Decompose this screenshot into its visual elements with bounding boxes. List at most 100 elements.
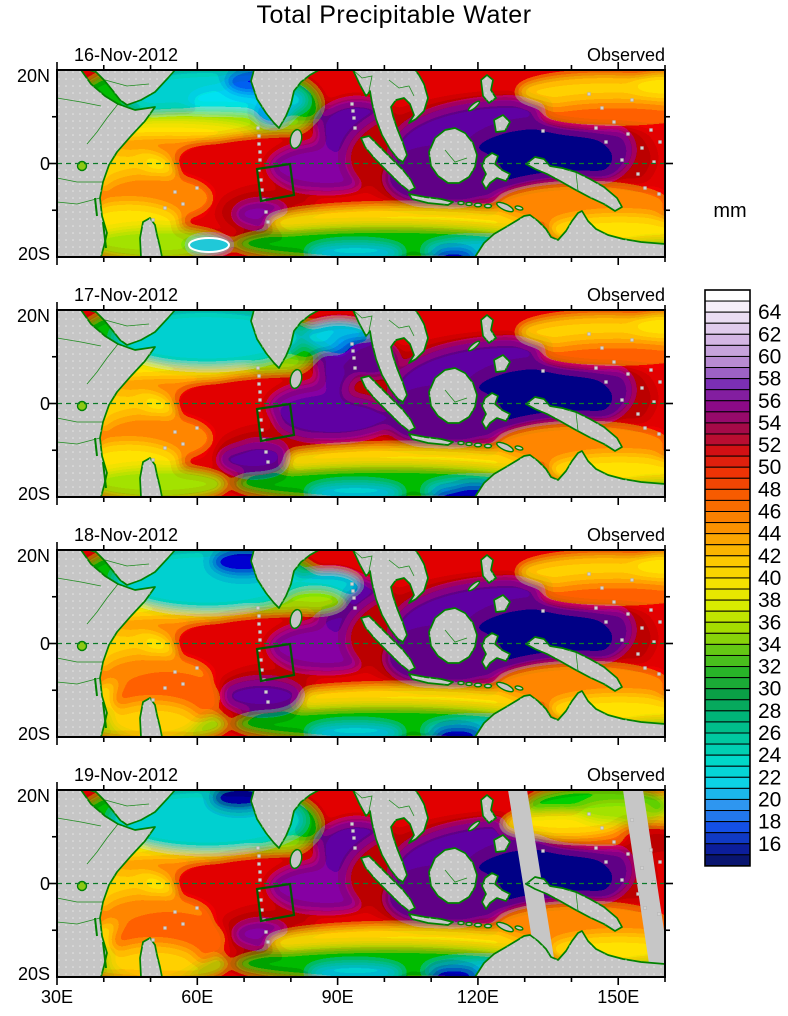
- colorbar-cell: [704, 389, 751, 402]
- colorbar-tick-label: 18: [758, 811, 781, 834]
- map-panel-3: [49, 542, 673, 745]
- colorbar-cell: [704, 732, 751, 745]
- panel-date-label: 19-Nov-2012: [74, 765, 179, 785]
- colorbar-tick-label: 40: [758, 567, 781, 590]
- colorbar-cell: [704, 433, 751, 446]
- colorbar-cell: [704, 677, 751, 690]
- colorbar-cell: [704, 599, 751, 612]
- y-axis-label: 20S: [17, 964, 50, 984]
- colorbar-cell: [704, 699, 751, 712]
- colorbar-cell: [704, 588, 751, 601]
- study-region-box: [255, 882, 296, 923]
- colorbar-cell: [704, 466, 751, 479]
- y-axis-label: 20N: [16, 546, 50, 566]
- colorbar-tick-label: 50: [758, 456, 781, 479]
- colorbar-cell: [704, 832, 751, 845]
- x-axis-label: 60E: [181, 987, 214, 1007]
- colorbar-tick-label: 22: [758, 766, 781, 789]
- panel-source-label: Observed: [586, 765, 665, 785]
- y-axis-label: 0: [39, 393, 50, 414]
- y-axis-label: 20N: [16, 66, 50, 86]
- figure-title: Total Precipitable Water: [256, 1, 532, 29]
- colorbar-cell: [704, 566, 751, 579]
- colorbar-cell: [704, 743, 751, 756]
- colorbar-cell: [704, 333, 751, 346]
- map-panel-4: [49, 782, 673, 985]
- colorbar-cell: [704, 477, 751, 490]
- axis-ticks: [49, 782, 673, 985]
- colorbar-tick-label: 30: [758, 678, 781, 701]
- colorbar-cell: [704, 810, 751, 823]
- landmass-layer: [57, 790, 665, 977]
- lake-victoria: [76, 160, 88, 172]
- colorbar-cell: [704, 499, 751, 513]
- colorbar-cell: [704, 300, 751, 313]
- panel-date-label: 17-Nov-2012: [74, 285, 179, 305]
- panel-source-label: Observed: [586, 525, 665, 545]
- colorbar-cell: [704, 754, 751, 767]
- colorbar-cell: [704, 843, 751, 856]
- colorbar-tick-label: 54: [758, 412, 782, 435]
- colorbar-tick-label: 34: [758, 633, 782, 656]
- lake-victoria: [76, 880, 88, 892]
- lake-victoria: [76, 400, 88, 412]
- x-axis-label: 90E: [321, 987, 354, 1007]
- colorbar-tick-label: 56: [758, 390, 781, 413]
- colorbar-cell: [704, 787, 751, 800]
- colorbar-cell: [704, 533, 751, 546]
- colorbar-cell: [704, 643, 751, 656]
- colorbar-cell: [704, 511, 751, 524]
- colorbar-cell: [704, 577, 751, 590]
- colorbar-cell: [704, 367, 751, 380]
- colorbar-cell: [704, 555, 751, 568]
- study-region-box: [255, 162, 296, 203]
- y-axis-label: 20S: [17, 484, 50, 504]
- panel-date-label: 16-Nov-2012: [74, 45, 179, 65]
- y-axis-label: 20N: [16, 786, 50, 806]
- study-region-box: [255, 402, 296, 443]
- colorbar-tick-label: 20: [758, 788, 781, 811]
- colorbar-cell: [704, 721, 751, 734]
- panel-source-label: Observed: [586, 45, 665, 65]
- colorbar-cell: [704, 666, 751, 679]
- white-contour: [188, 237, 230, 253]
- colorbar-units-label: mm: [713, 200, 747, 222]
- colorbar-tick-label: 52: [758, 434, 781, 457]
- panel-source-label: Observed: [586, 285, 665, 305]
- colorbar-cell: [704, 522, 751, 535]
- lake-victoria: [76, 640, 88, 652]
- colorbar-cell: [704, 821, 751, 834]
- study-region-box: [255, 642, 296, 683]
- map-panel-2: [49, 302, 673, 505]
- colorbar-cell: [704, 455, 751, 468]
- colorbar-cell: [704, 355, 751, 369]
- colorbar-tick-label: 38: [758, 589, 781, 612]
- colorbar-cell: [704, 621, 751, 634]
- colorbar-cell: [704, 488, 751, 501]
- panel-date-label: 18-Nov-2012: [74, 525, 179, 545]
- y-axis-label: 0: [39, 873, 50, 894]
- colorbar-cell: [704, 422, 751, 435]
- y-axis-label: 0: [39, 153, 50, 174]
- colorbar-cell: [704, 610, 751, 623]
- colorbar-cell: [704, 765, 751, 778]
- map-panel-1: [49, 62, 673, 265]
- colorbar-cell: [704, 710, 751, 723]
- colorbar-cell: [704, 400, 751, 413]
- colorbar-cell: [704, 854, 751, 867]
- y-axis-label: 20N: [16, 306, 50, 326]
- colorbar-cell: [704, 654, 751, 668]
- colorbar-cell: [704, 344, 751, 357]
- colorbar-tick-label: 36: [758, 611, 781, 634]
- colorbar-cell: [704, 322, 751, 335]
- axis-ticks: [49, 302, 673, 505]
- colorbar-cell: [704, 632, 751, 645]
- colorbar-cell: [704, 688, 751, 701]
- x-axis-label: 30E: [40, 987, 74, 1007]
- colorbar-cell: [704, 289, 751, 302]
- x-axis-label: 120E: [456, 987, 499, 1007]
- y-axis-label: 20S: [17, 244, 50, 264]
- colorbar-tick-label: 64: [758, 301, 782, 324]
- y-axis-label: 0: [39, 633, 50, 654]
